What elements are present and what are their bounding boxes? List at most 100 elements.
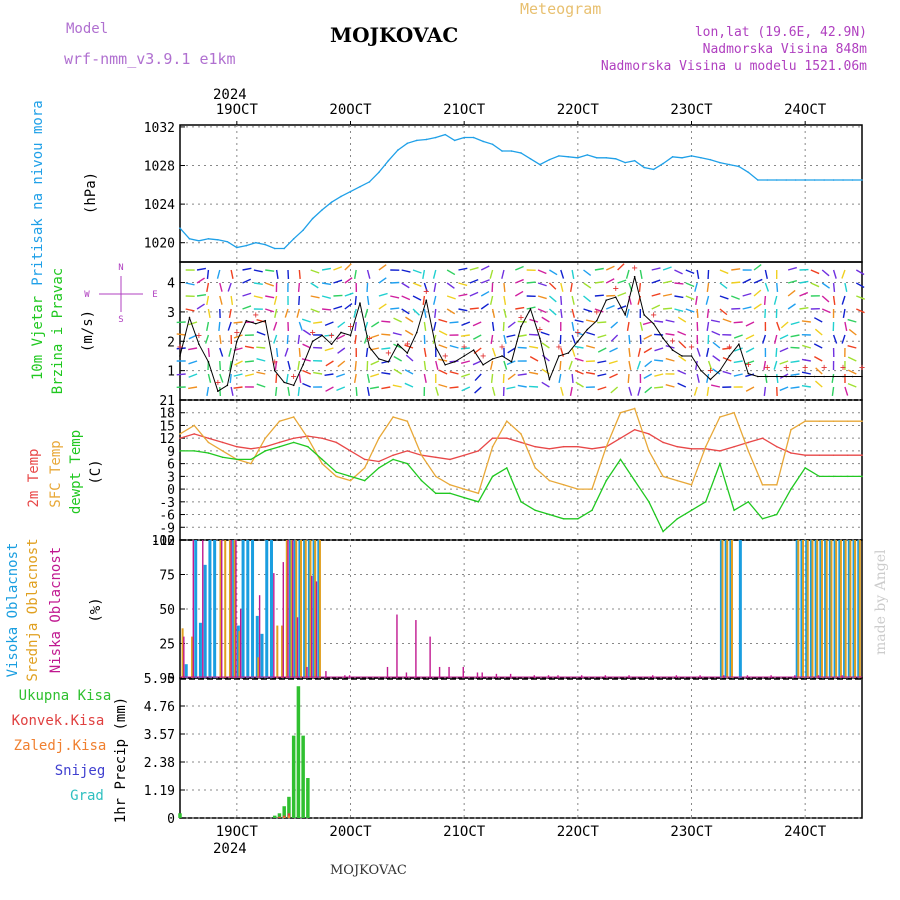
y-tick-label: 0 — [167, 672, 175, 687]
wind-speed-series-point — [198, 343, 200, 346]
wind-arrow — [233, 334, 243, 339]
wind-arrow — [474, 386, 482, 394]
wind-gust-mark: + — [291, 371, 297, 382]
dewpt-series-point — [307, 445, 309, 448]
wind-arrow — [677, 369, 687, 375]
wind-arrow — [517, 384, 527, 388]
wind-arrow — [559, 360, 562, 371]
wind-arrow — [480, 290, 490, 297]
wind-arrow — [366, 282, 369, 293]
wind-arrow — [503, 360, 508, 370]
precip-bar — [287, 815, 290, 818]
pressure-series-point — [378, 171, 380, 174]
wind-arrow — [438, 318, 448, 323]
wind-arrow — [322, 308, 332, 311]
wind-arrow — [207, 373, 212, 383]
wind-arrow — [610, 334, 619, 342]
temp2m-series-point — [392, 454, 394, 456]
wind-arrow — [490, 334, 494, 344]
cloud-bar — [857, 540, 861, 678]
sfc-temp-series-point — [221, 450, 224, 452]
wind-gust-mark: + — [499, 342, 505, 353]
wind-arrow — [365, 347, 369, 358]
wind-arrow — [401, 269, 411, 273]
wind-arrow — [446, 308, 456, 315]
wind-arrow — [433, 321, 437, 331]
wind-arrow — [847, 318, 857, 323]
pressure-series-point — [775, 179, 778, 181]
wind-arrow — [696, 373, 700, 383]
wind-arrow — [802, 344, 812, 349]
sfc-temp-series-point — [477, 492, 480, 495]
cloud-bar — [241, 540, 245, 678]
sfc-temp-series-point — [278, 420, 281, 423]
wind-arrow — [842, 308, 846, 318]
wind-arrow — [575, 381, 584, 388]
wind-arrow — [733, 347, 743, 352]
sfc-temp-series-point — [633, 407, 636, 410]
dewpt-series-point — [349, 475, 352, 478]
cloud-bar — [238, 631, 241, 678]
pressure-series-point — [387, 159, 390, 162]
wind-speed-series-point — [738, 343, 740, 346]
wind-arrow — [423, 373, 427, 383]
wind-arrow — [821, 282, 830, 289]
wind-arrow — [773, 360, 778, 370]
wind-arrow — [284, 347, 289, 357]
wind-arrow — [515, 306, 525, 310]
wind-arrow — [594, 294, 604, 297]
wind-arrow — [378, 292, 388, 297]
wind-arrow — [354, 360, 357, 371]
wind-arrow — [526, 306, 536, 310]
wind-arrow — [313, 321, 323, 324]
pressure-series-point — [482, 140, 484, 143]
wind-arrow — [537, 282, 547, 287]
wind-arrow — [265, 295, 275, 299]
wind-arrow — [706, 282, 710, 293]
sfc-temp-series-point — [335, 475, 338, 478]
wind-arrow — [626, 321, 630, 331]
cloud-bar — [809, 540, 813, 678]
wind-arrow — [207, 347, 211, 358]
wind-arrow — [230, 386, 234, 396]
wind-arrow — [712, 368, 721, 375]
wind-arrow — [662, 293, 673, 297]
pressure-series-point — [217, 239, 219, 241]
pressure-series-point — [595, 157, 598, 159]
pressure-series-point — [690, 155, 693, 157]
wind-arrow — [405, 316, 414, 323]
wind-speed-series-point — [747, 372, 750, 375]
wind-arrow — [537, 269, 547, 275]
wind-arrow — [274, 386, 278, 397]
wind-arrow — [541, 342, 550, 349]
cloud-bar — [290, 540, 293, 678]
temp2m-series-point — [335, 441, 338, 444]
wind-speed-series-point — [785, 375, 788, 378]
y-tick-label: 3 — [167, 470, 175, 485]
wind-arrow — [642, 321, 652, 326]
wind-arrow — [333, 266, 343, 271]
compass-w: W — [84, 290, 90, 300]
wind-arrow — [654, 386, 664, 389]
wind-arrow — [369, 386, 380, 390]
wind-speed-series-point — [643, 314, 645, 316]
wind-arrow — [273, 321, 278, 331]
temp2m-series-point — [463, 454, 465, 456]
wind-arrow — [617, 263, 625, 271]
sfc-temp-series-point — [321, 462, 323, 465]
wind-speed-series-point — [425, 299, 428, 301]
wind-gust-mark: + — [385, 348, 391, 359]
wind-arrow — [773, 295, 778, 305]
wind-arrow — [390, 307, 400, 310]
y-tick-label: 15 — [159, 419, 175, 434]
wind-arrow — [461, 321, 471, 327]
wind-arrow — [353, 308, 357, 318]
wind-arrow — [381, 371, 391, 375]
wind-gust-mark: + — [594, 307, 600, 318]
wind-arrow — [677, 382, 687, 388]
dewpt-series-point — [704, 501, 707, 503]
wind-arrow — [801, 371, 811, 375]
wind-arrow — [423, 282, 428, 292]
day-label-bottom: 19OCT — [216, 824, 259, 840]
pressure-series-point — [226, 240, 229, 243]
